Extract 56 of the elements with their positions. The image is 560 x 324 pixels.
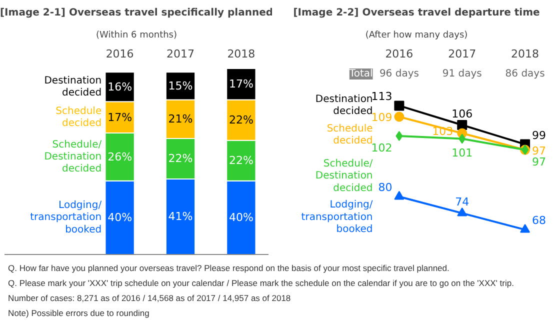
data-label: 22% <box>168 152 193 166</box>
text: Q. How far have you planned your overseas travel? Please respond on the basis of your most specific travel planned. <box>8 263 450 273</box>
chart-title: [Image 2-1] Overseas travel specifically planned <box>0 8 274 18</box>
chart-subtitle: (After how many days) <box>365 30 468 40</box>
data-label: 22% <box>228 154 254 168</box>
x-tick-label: 2018 <box>511 48 540 60</box>
point <box>394 190 404 200</box>
data-label: 17% <box>228 78 254 91</box>
data-label: 22% <box>228 114 254 127</box>
point <box>396 131 403 142</box>
x-tick-label: 2018 <box>227 48 256 60</box>
data-label: 41% <box>168 210 193 224</box>
data-label: 21% <box>168 112 193 126</box>
data-label: 16% <box>108 80 132 94</box>
text: 86 days <box>505 68 545 80</box>
data-label: 109 <box>371 111 392 124</box>
text: Number of cases: 8,271 as of 2016 / 14,568 as of 2017 / 14,957 as of 2018 <box>8 293 291 303</box>
point <box>457 207 468 216</box>
chart-subtitle: (Within 6 months) <box>96 30 178 40</box>
data-label: 17% <box>108 110 132 124</box>
point <box>458 134 466 144</box>
point <box>394 112 404 122</box>
text: Schedule/ Destination decided <box>315 158 374 194</box>
data-label: 113 <box>371 90 392 104</box>
data-label: 80 <box>378 181 392 194</box>
data-label: 97 <box>532 144 546 158</box>
data-label: 106 <box>452 107 473 120</box>
series-label: Schedule/ Destination decided <box>44 139 102 174</box>
data-label: 102 <box>371 142 392 155</box>
x-tick-label: 2016 <box>385 48 414 60</box>
data-label: 68 <box>532 214 546 228</box>
data-label: 26% <box>108 150 132 164</box>
text: Lodging/ transportation booked <box>301 200 374 235</box>
point <box>457 120 468 130</box>
x-tick-label: 2017 <box>448 48 476 60</box>
series-label: Schedule decided <box>56 106 102 129</box>
text: Schedule decided <box>326 124 373 147</box>
x-tick-label: 2017 <box>166 48 195 60</box>
data-label: 40% <box>108 211 132 224</box>
x-tick-label: 2016 <box>106 48 134 60</box>
chart-title: [Image 2-2] Overseas travel departure time <box>293 8 540 18</box>
data-label: 15% <box>168 79 193 92</box>
series-label: Lodging/ transportation booked <box>30 200 102 236</box>
data-label: 74 <box>455 196 470 209</box>
data-label: 40% <box>228 211 254 224</box>
text: Note) Possible errors due to rounding <box>8 308 150 318</box>
point <box>520 224 530 233</box>
point <box>394 100 404 111</box>
data-label: 99 <box>532 128 546 142</box>
text: 91 days <box>442 68 482 80</box>
series-label: Destination decided <box>44 75 102 98</box>
data-label: 97 <box>532 155 546 168</box>
text: Destination decided <box>315 94 373 118</box>
data-label: 101 <box>452 146 473 160</box>
text: 96 days <box>379 68 419 80</box>
text: Q. Please mark your 'XXX' trip schedule on your calendar / Please mark the schedule on the calendar if you are to go on the 'XXX' trip. <box>8 278 514 288</box>
